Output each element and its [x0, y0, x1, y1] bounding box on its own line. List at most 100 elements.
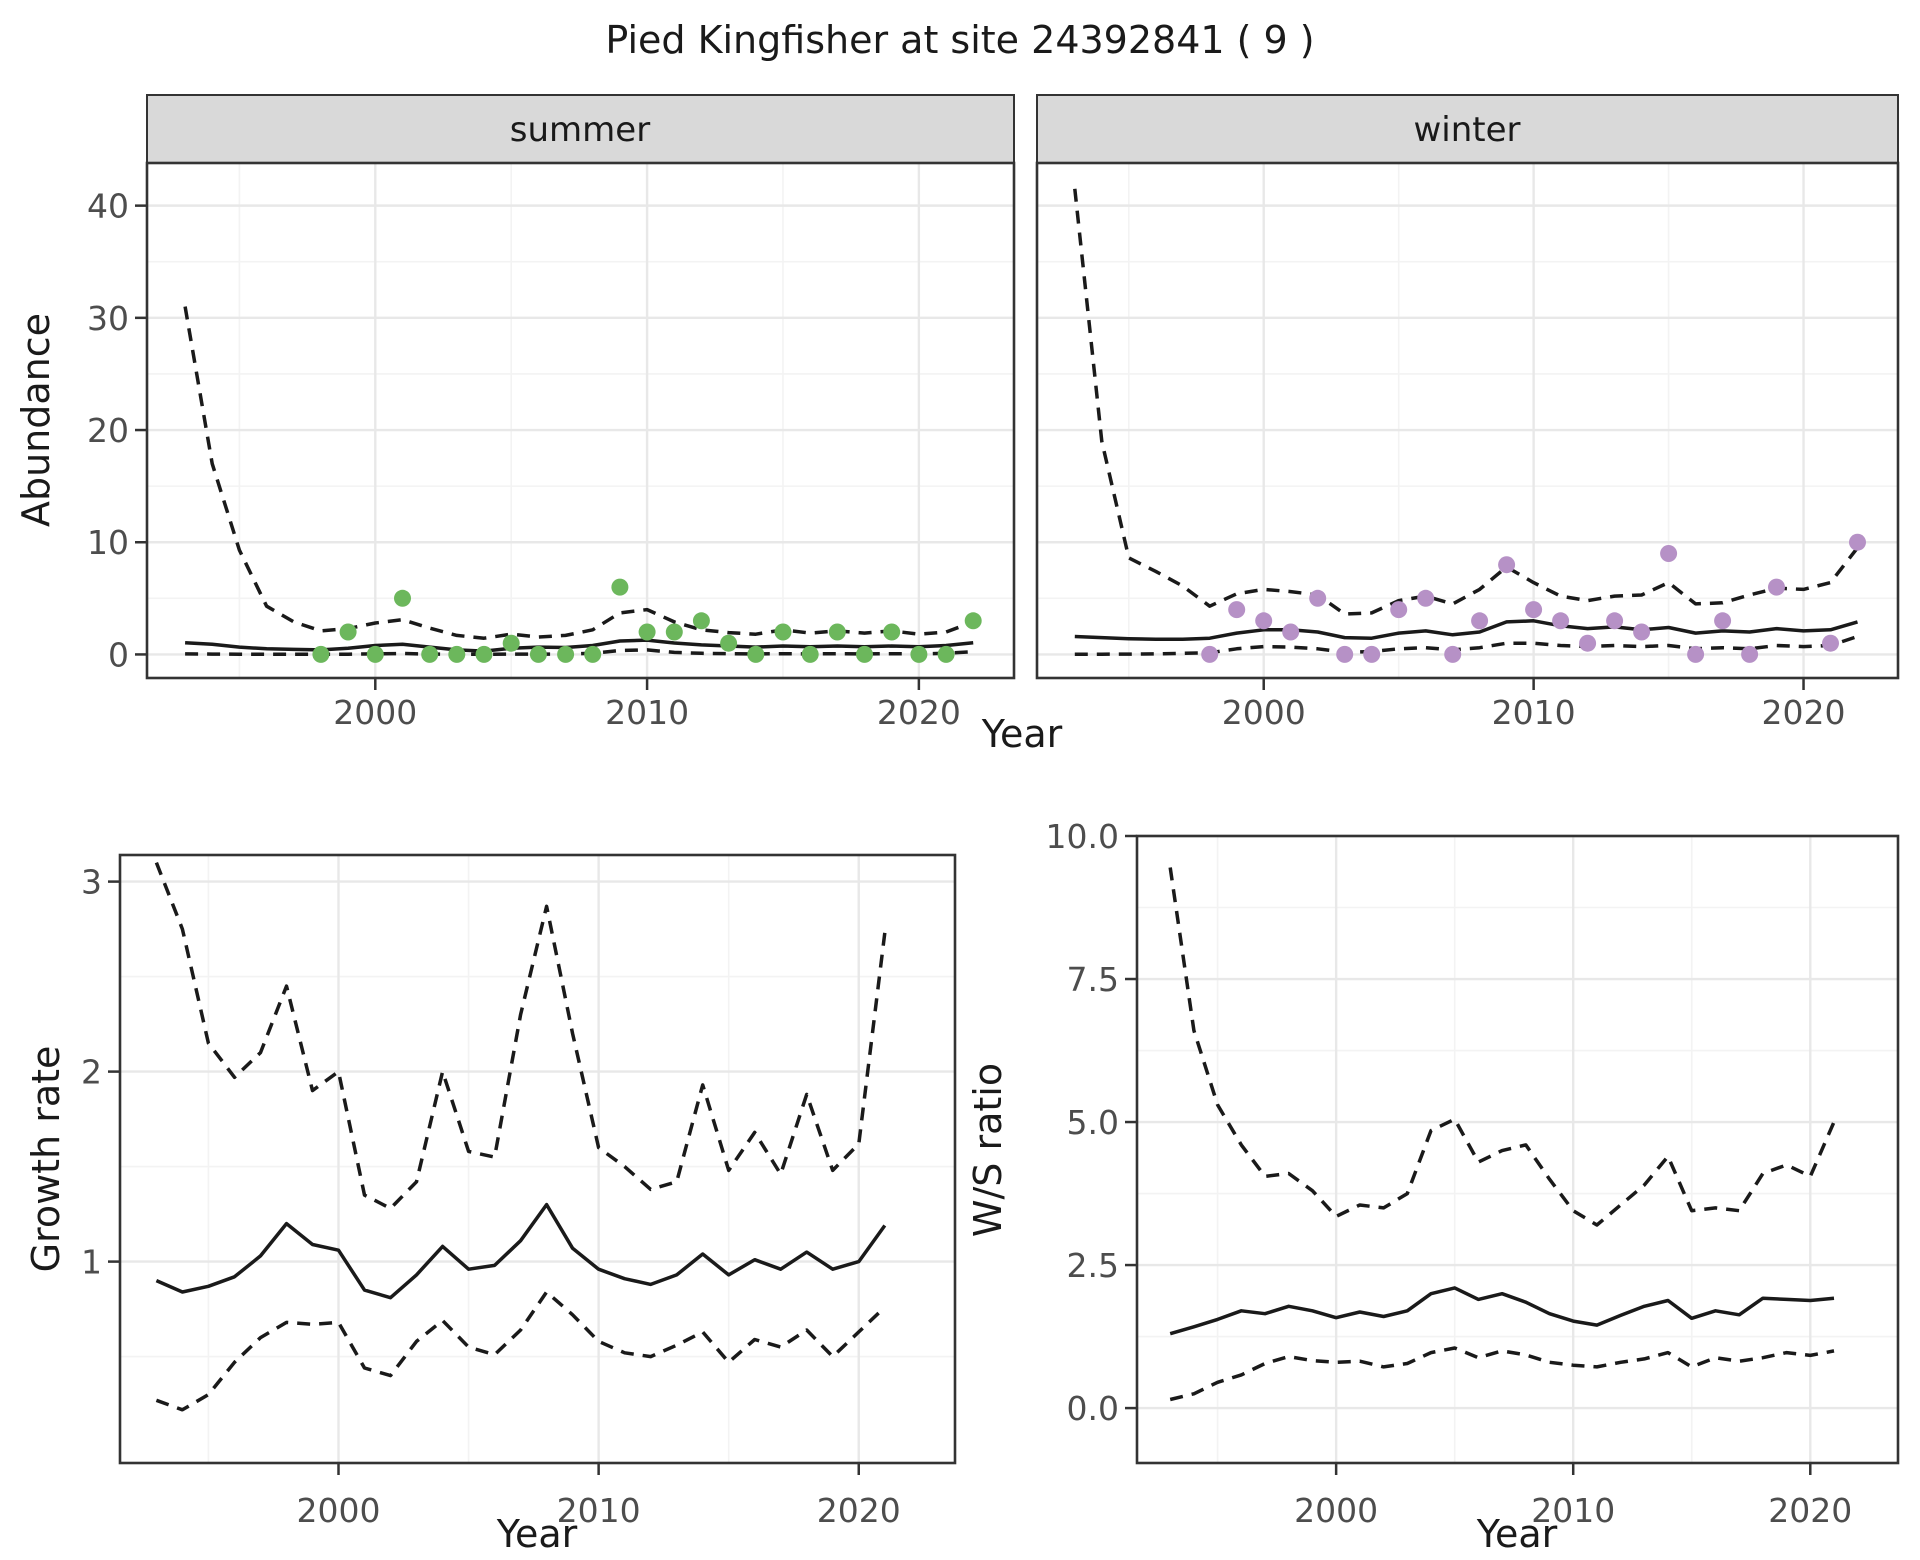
svg-text:2020: 2020	[1762, 693, 1846, 732]
abundance-winter-point-1998	[1201, 645, 1219, 663]
x-axis-title-year-ws: Year	[1476, 1512, 1558, 1556]
panel-border-ws-ratio	[1135, 834, 1900, 1465]
svg-text:2020: 2020	[877, 693, 961, 732]
svg-text:2.5: 2.5	[1067, 1246, 1119, 1285]
abundance-winter-point-2010	[1525, 601, 1543, 619]
y-axis-title-abundance: Abundance	[14, 312, 58, 528]
abundance-summer-point-2021	[937, 645, 955, 663]
abundance-summer-upper-ci-line	[183, 306, 974, 640]
abundance-winter-point-2005	[1390, 601, 1408, 619]
abundance-summer-point-2014	[747, 645, 765, 663]
abundance-winter-fit-line	[1074, 619, 1858, 642]
svg-text:2010: 2010	[557, 1491, 641, 1530]
abundance-summer-point-2008	[584, 645, 602, 663]
abundance-winter-point-2002	[1309, 589, 1327, 607]
panel-border-abundance-winter	[1035, 161, 1900, 680]
svg-text:2: 2	[81, 1053, 102, 1092]
abundance-summer-point-2001	[394, 589, 411, 607]
abundance-summer-point-2017	[828, 623, 846, 641]
panel-growth-rate: 2000 2010 2020 1 2 3	[81, 853, 957, 1530]
chart-title: Pied Kingfisher at site 24392841 ( 9 )	[605, 18, 1315, 62]
abundance-winter-point-2012	[1579, 634, 1597, 652]
svg-text:10: 10	[87, 523, 129, 562]
facet-strip-label-summer: summer	[509, 110, 651, 150]
abundance-summer-point-2004	[475, 645, 493, 663]
facet-strip-summer	[146, 94, 1015, 164]
abundance-summer-point-2016	[801, 645, 819, 663]
axis-ticks-ws-ratio: 2000 2010 2020 0.0 2.5 5.0 7.5 10.0	[1046, 817, 1853, 1530]
svg-text:2000: 2000	[333, 693, 417, 732]
abundance-summer-point-2018	[856, 645, 873, 663]
svg-text:2020: 2020	[817, 1491, 901, 1530]
x-axis-title-year-top: Year	[981, 712, 1063, 756]
abundance-summer-point-2010	[638, 623, 656, 641]
svg-text:30: 30	[87, 299, 129, 338]
abundance-summer-fit-line	[184, 638, 974, 653]
abundance-summer-point-2011	[665, 623, 683, 641]
abundance-winter-point-2011	[1552, 612, 1570, 630]
abundance-summer-point-2020	[910, 645, 928, 663]
ws-ratio-lower-ci-line	[1169, 1346, 1835, 1402]
abundance-summer-point-2009	[611, 578, 629, 596]
abundance-summer-point-2019	[883, 623, 901, 641]
abundance-winter-point-2013	[1606, 612, 1624, 630]
growth-rate-lower-ci-line	[155, 1290, 887, 1412]
axis-ticks-abundance-winter: 2000 2010 2020	[1222, 678, 1846, 732]
svg-text:1: 1	[81, 1243, 102, 1282]
axis-ticks-abundance-summer: 2000 2010 2020 0 10 20 30 40	[87, 187, 961, 732]
panel-abundance-summer: 2000 2010 2020 0 10 20 30 40	[87, 94, 1016, 732]
abundance-summer-point-2013	[720, 634, 738, 652]
gridlines-ws-ratio	[1137, 834, 1898, 1463]
ws-ratio-upper-ci-line	[1168, 867, 1836, 1227]
ws-ratio-fit-line	[1169, 1286, 1835, 1336]
abundance-summer-point-2006	[529, 645, 547, 663]
abundance-winter-point-2022	[1849, 533, 1866, 551]
abundance-winter-point-2017	[1714, 612, 1732, 630]
y-axis-title-growth-rate: Growth rate	[24, 1045, 68, 1273]
svg-text:5.0: 5.0	[1067, 1103, 1119, 1142]
svg-text:2020: 2020	[1768, 1491, 1852, 1530]
svg-text:7.5: 7.5	[1067, 960, 1119, 999]
panel-ws-ratio: 2000 2010 2020 0.0 2.5 5.0 7.5 10.0	[1046, 817, 1900, 1530]
svg-text:3: 3	[81, 863, 102, 902]
abundance-winter-point-2014	[1633, 623, 1651, 641]
abundance-winter-point-2006	[1417, 589, 1435, 607]
svg-text:10.0: 10.0	[1046, 817, 1119, 856]
svg-text:2010: 2010	[1492, 693, 1576, 732]
abundance-summer-point-2000	[366, 645, 384, 663]
abundance-winter-point-2009	[1498, 556, 1516, 574]
abundance-winter-point-1999	[1228, 601, 1246, 619]
abundance-winter-point-2021	[1822, 634, 1839, 652]
abundance-winter-point-2003	[1336, 645, 1354, 663]
abundance-winter-point-2001	[1282, 623, 1300, 641]
abundance-winter-point-2000	[1255, 612, 1273, 630]
abundance-summer-point-2022	[964, 612, 982, 630]
svg-text:20: 20	[87, 411, 129, 450]
abundance-winter-point-2019	[1768, 578, 1785, 596]
abundance-summer-point-2005	[502, 634, 520, 652]
svg-text:0.0: 0.0	[1067, 1389, 1119, 1428]
gridlines-abundance-winter	[1037, 163, 1898, 678]
abundance-winter-point-2016	[1687, 645, 1705, 663]
svg-text:2010: 2010	[605, 693, 689, 732]
svg-text:2010: 2010	[1531, 1491, 1615, 1530]
abundance-winter-point-2018	[1741, 645, 1759, 663]
abundance-summer-point-2003	[448, 645, 466, 663]
abundance-winter-point-2004	[1363, 645, 1381, 663]
panel-border-growth-rate	[118, 853, 957, 1465]
svg-text:40: 40	[87, 187, 129, 226]
growth-rate-fit-line	[155, 1202, 887, 1300]
y-axis-title-ws-ratio: W/S ratio	[966, 1062, 1010, 1238]
panel-border-abundance-summer	[145, 161, 1016, 680]
abundance-winter-point-2015	[1660, 545, 1678, 562]
abundance-summer-point-1999	[339, 623, 357, 641]
abundance-summer-point-1998	[312, 645, 330, 663]
abundance-winter-point-2007	[1444, 645, 1462, 663]
svg-text:2000: 2000	[1222, 693, 1306, 732]
abundance-winter-point-2008	[1471, 612, 1489, 630]
svg-text:2000: 2000	[1294, 1491, 1378, 1530]
gridlines-growth-rate	[120, 855, 955, 1463]
abundance-summer-point-2015	[774, 623, 792, 641]
